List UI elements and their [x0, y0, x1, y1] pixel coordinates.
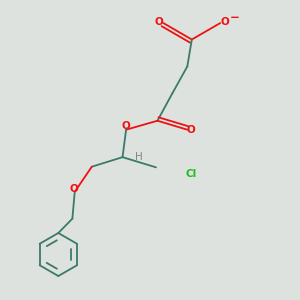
Text: O: O: [70, 184, 79, 194]
Text: O: O: [220, 17, 229, 28]
Text: O: O: [187, 125, 195, 135]
Text: −: −: [230, 11, 239, 24]
Text: O: O: [121, 121, 130, 131]
Text: O: O: [154, 17, 163, 28]
Text: Cl: Cl: [186, 169, 197, 178]
Text: H: H: [135, 152, 143, 163]
